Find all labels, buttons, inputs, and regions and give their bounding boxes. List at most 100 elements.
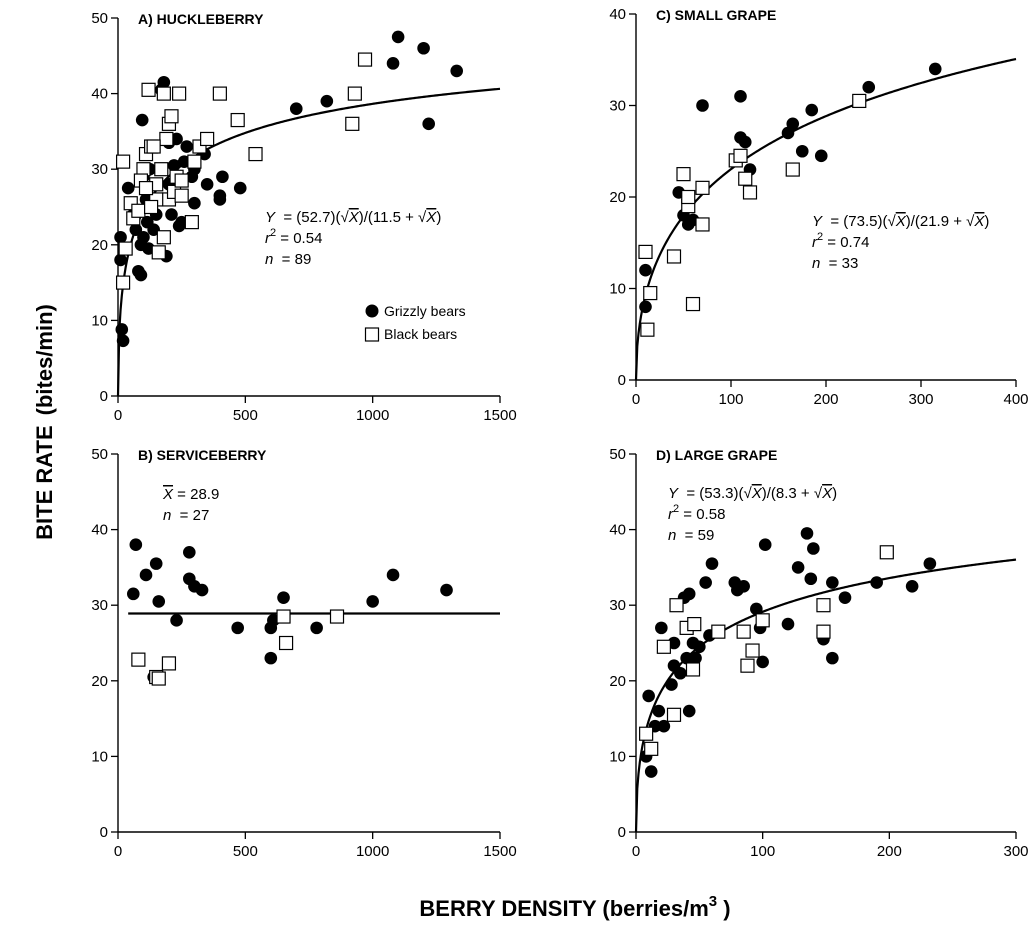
black-bear-point [685, 662, 701, 677]
x-axis-title-sup: 3 [709, 893, 717, 910]
sample-size: n = 59 [668, 527, 714, 544]
black-bear-point [151, 245, 166, 260]
black-bear-point [685, 296, 701, 312]
r-squared: r2 = 0.58 [668, 503, 725, 523]
grizzly-point [386, 568, 400, 582]
panel-title: B) SERVICEBERRY [138, 447, 267, 463]
grizzly-point [165, 208, 178, 221]
black-bear-point [146, 139, 161, 154]
black-bear-point [151, 671, 166, 686]
grizzly-point [129, 538, 143, 552]
y-tick-label: 50 [91, 446, 108, 463]
y-tick-label: 20 [609, 673, 626, 690]
x-tick-label: 1500 [483, 843, 516, 860]
grizzly-point [216, 170, 229, 184]
grizzly-point [440, 583, 453, 597]
grizzly-point [750, 602, 763, 616]
black-bear-point [638, 244, 653, 259]
grizzly-point [170, 614, 183, 627]
grizzly-point [756, 655, 769, 669]
grizzly-point [152, 595, 166, 608]
x-axis-title-main: BERRY DENSITY (berries/m [419, 896, 708, 921]
legend-grizzly-label: Grizzly bears [384, 303, 466, 319]
grizzly-point [674, 666, 687, 680]
panel-title: A) HUCKLEBERRY [138, 11, 264, 27]
y-tick-label: 30 [609, 98, 626, 115]
black-bear-point [131, 203, 146, 218]
black-bear-point [172, 86, 187, 101]
black-bear-point [816, 598, 831, 613]
grizzly-point [689, 651, 702, 665]
black-bear-point [640, 322, 655, 337]
x-tick-label: 500 [233, 407, 258, 424]
y-tick-label: 50 [91, 10, 108, 27]
grizzly-point [320, 94, 334, 108]
panel-large-grape: 0 10 20 30 40 50 0 100 200 300 D) LARGE GRAPE Y = (… [609, 446, 1028, 860]
x-tick-label: 100 [750, 843, 775, 860]
black-bear-point [187, 154, 202, 169]
black-bear-point [212, 86, 227, 101]
grizzly-point [665, 678, 678, 691]
x-tick-label: 0 [632, 843, 640, 860]
x-tick-label: 1000 [356, 407, 389, 424]
grizzly-point [116, 334, 130, 348]
grizzly-point [157, 75, 171, 89]
grizzly-point [149, 557, 163, 570]
black-bear-point [131, 652, 146, 667]
black-bear-point [138, 181, 154, 196]
y-tick-label: 10 [609, 748, 626, 765]
black-bear-point [156, 230, 171, 245]
grizzly-point [366, 595, 379, 608]
black-bear-point [174, 173, 189, 188]
x-tick-label: 300 [1003, 843, 1028, 860]
black-bear-point [347, 86, 362, 101]
grizzly-point [699, 576, 712, 589]
grizzly-point [264, 651, 278, 665]
black-bear-point [200, 131, 215, 147]
grizzly-point [233, 181, 247, 195]
x-tick-label: 0 [114, 843, 122, 860]
grizzly-point [826, 576, 839, 589]
grizzly-point [289, 102, 303, 116]
black-bear-point [676, 167, 691, 182]
x-tick-label: 1000 [356, 843, 389, 860]
black-bear-point [115, 275, 131, 290]
grizzly-point [195, 583, 209, 597]
y-tick-label: 40 [609, 6, 626, 23]
y-tick-label: 0 [618, 824, 626, 841]
grizzly-point [114, 230, 127, 244]
grizzly-point [183, 545, 196, 559]
x-tick-label: 500 [233, 843, 258, 860]
grizzly-point [682, 704, 696, 718]
black-bear-point [733, 148, 748, 163]
grizzly-point [137, 230, 150, 244]
black-bear-point [740, 658, 755, 673]
y-tick-label: 0 [618, 372, 626, 389]
black-bear-point [687, 616, 702, 632]
grizzly-point [135, 113, 149, 127]
x-tick-label: 0 [632, 391, 640, 408]
black-bear-point [164, 109, 179, 124]
y-tick-label: 30 [609, 597, 626, 614]
black-bear-point [695, 217, 710, 232]
grizzly-point [639, 263, 652, 277]
black-bear-point [669, 598, 684, 613]
r-squared: r2 = 0.54 [265, 227, 322, 247]
black-bear-point [156, 86, 171, 101]
y-tick-label: 10 [609, 281, 626, 298]
r-squared: r2 = 0.74 [812, 231, 869, 251]
black-bear-point [118, 241, 133, 256]
black-bear-point [644, 741, 659, 756]
mean-value: X = 28.9 [162, 486, 219, 503]
x-tick-label: 300 [908, 391, 933, 408]
sample-size: n = 89 [265, 251, 311, 268]
legend-grizzly-marker [365, 304, 379, 318]
grizzly-point [200, 178, 214, 191]
black-bear-point [643, 285, 658, 301]
sample-size: n = 27 [163, 507, 209, 524]
black-bear-point [276, 609, 291, 624]
grizzly-point [737, 580, 750, 593]
black-bear-point [174, 188, 189, 203]
